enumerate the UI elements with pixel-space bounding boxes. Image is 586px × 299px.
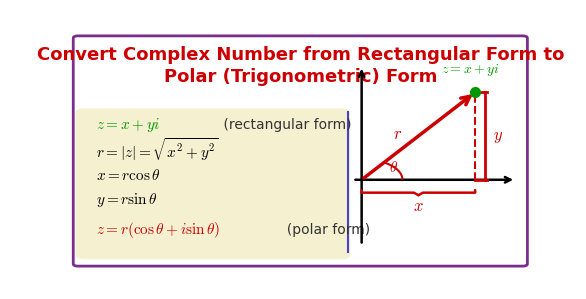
- Text: $\theta$: $\theta$: [389, 160, 398, 175]
- Text: $z = x + yi$: $z = x + yi$: [441, 62, 500, 78]
- Text: $r$: $r$: [393, 125, 403, 143]
- Text: $y$: $y$: [493, 127, 503, 145]
- FancyBboxPatch shape: [73, 36, 527, 266]
- Text: Convert Complex Number from Rectangular Form to
Polar (Trigonometric) Form: Convert Complex Number from Rectangular …: [37, 46, 564, 86]
- Text: $x = r\cos\theta$: $x = r\cos\theta$: [96, 168, 161, 183]
- Text: $z = x + yi$: $z = x + yi$: [96, 115, 161, 134]
- FancyBboxPatch shape: [76, 109, 350, 259]
- Text: $r = |z| = \sqrt{x^2 + y^2}$: $r = |z| = \sqrt{x^2 + y^2}$: [96, 136, 219, 163]
- Text: $y = r\sin\theta$: $y = r\sin\theta$: [96, 191, 158, 210]
- Text: (rectangular form): (rectangular form): [219, 118, 351, 132]
- Text: (polar form): (polar form): [278, 223, 370, 237]
- Text: $z = r(\cos\theta + i\sin\theta)$: $z = r(\cos\theta + i\sin\theta)$: [96, 220, 220, 240]
- Text: $x$: $x$: [413, 197, 424, 215]
